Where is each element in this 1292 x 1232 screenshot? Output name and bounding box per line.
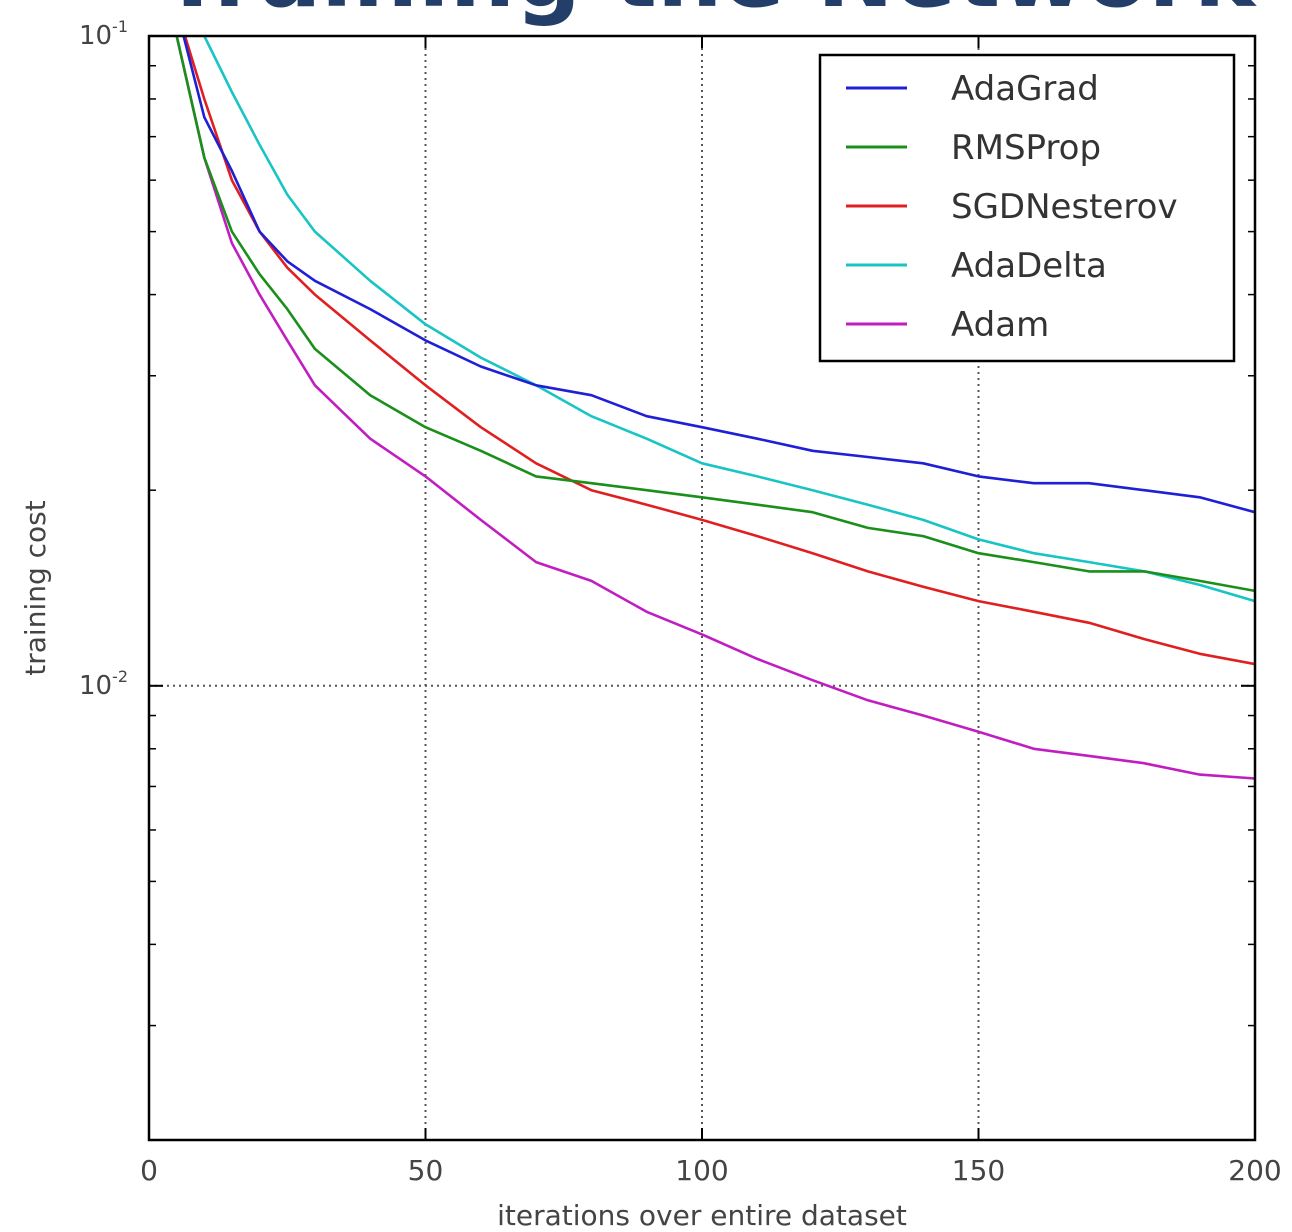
legend-box [818, 53, 1236, 363]
x-axis-label: iterations over entire dataset [497, 1199, 907, 1232]
legend-label-rmsprop: RMSProp [951, 128, 1101, 168]
series-line-adadelta [202, 36, 1255, 603]
x-tick-label: 150 [952, 1154, 1005, 1187]
x-axis-ticks: 0 50 100 150 200 [140, 36, 1282, 1187]
x-tick-label: 100 [675, 1154, 728, 1187]
grid-lines [149, 36, 1255, 1140]
legend-label-sgdnesterov: SGDNesterov [951, 187, 1178, 227]
legend-label-adadelta: AdaDelta [951, 246, 1107, 286]
y-tick-label: 10-2 [79, 667, 128, 701]
y-tick-label: 10-1 [79, 17, 128, 51]
x-tick-label: 0 [140, 1154, 158, 1187]
y-axis-label: training cost [19, 500, 52, 675]
series-lines [175, 36, 1255, 780]
x-tick-label: 200 [1228, 1154, 1281, 1187]
x-tick-label: 50 [408, 1154, 444, 1187]
y-axis-ticks: 10-1 10-2 [79, 17, 1255, 701]
slide-title-fragment: Training the Network [161, 0, 1257, 28]
legend: AdaGrad RMSProp SGDNesterov AdaDelta Adam [818, 53, 1236, 363]
series-line-adagrad [182, 36, 1255, 514]
legend-label-adam: Adam [951, 305, 1049, 345]
series-line-adam [175, 36, 1255, 780]
series-line-rmsprop [175, 36, 1255, 593]
legend-label-adagrad: AdaGrad [951, 69, 1099, 109]
